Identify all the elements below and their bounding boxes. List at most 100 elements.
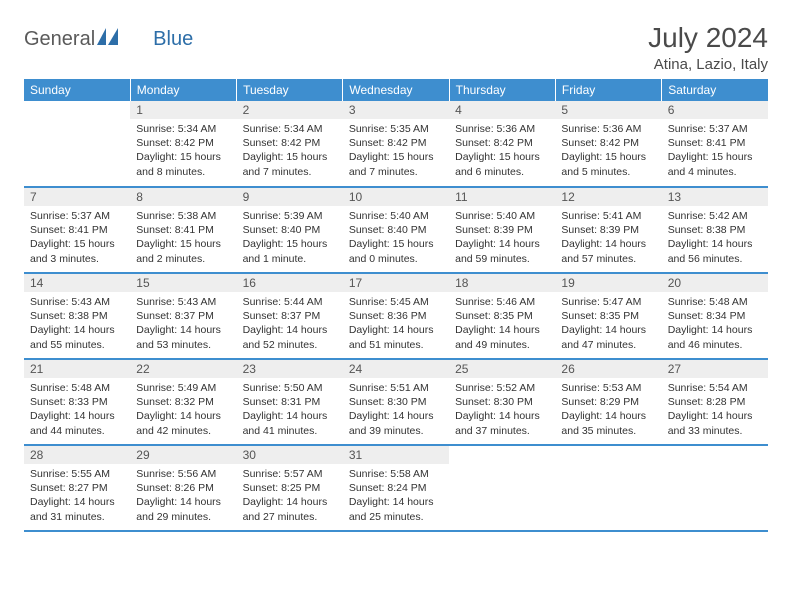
day-cell: 11Sunrise: 5:40 AMSunset: 8:39 PMDayligh… [449,187,555,273]
day-cell: 1Sunrise: 5:34 AMSunset: 8:42 PMDaylight… [130,101,236,187]
location-label: Atina, Lazio, Italy [648,56,768,73]
day-details: Sunrise: 5:52 AMSunset: 8:30 PMDaylight:… [449,378,555,442]
day-number: 24 [343,360,449,378]
calendar-head: SundayMondayTuesdayWednesdayThursdayFrid… [24,79,768,101]
weekday-header: Sunday [24,79,130,101]
weekday-header: Friday [555,79,661,101]
brand-logo: General Blue [24,28,193,51]
logo-sail-icon [97,28,119,51]
day-number: 25 [449,360,555,378]
day-number: 30 [237,446,343,464]
day-cell: 28Sunrise: 5:55 AMSunset: 8:27 PMDayligh… [24,445,130,531]
day-number: 20 [662,274,768,292]
day-details: Sunrise: 5:35 AMSunset: 8:42 PMDaylight:… [343,119,449,183]
calendar-row: 1Sunrise: 5:34 AMSunset: 8:42 PMDaylight… [24,101,768,187]
day-cell: 12Sunrise: 5:41 AMSunset: 8:39 PMDayligh… [555,187,661,273]
day-number: 18 [449,274,555,292]
day-details: Sunrise: 5:36 AMSunset: 8:42 PMDaylight:… [555,119,661,183]
day-details: Sunrise: 5:40 AMSunset: 8:40 PMDaylight:… [343,206,449,270]
day-details: Sunrise: 5:53 AMSunset: 8:29 PMDaylight:… [555,378,661,442]
day-cell: 17Sunrise: 5:45 AMSunset: 8:36 PMDayligh… [343,273,449,359]
day-cell: 18Sunrise: 5:46 AMSunset: 8:35 PMDayligh… [449,273,555,359]
day-cell: 29Sunrise: 5:56 AMSunset: 8:26 PMDayligh… [130,445,236,531]
weekday-header: Saturday [662,79,768,101]
day-details: Sunrise: 5:37 AMSunset: 8:41 PMDaylight:… [662,119,768,183]
day-details: Sunrise: 5:54 AMSunset: 8:28 PMDaylight:… [662,378,768,442]
day-details: Sunrise: 5:56 AMSunset: 8:26 PMDaylight:… [130,464,236,528]
day-cell: 24Sunrise: 5:51 AMSunset: 8:30 PMDayligh… [343,359,449,445]
day-cell: 6Sunrise: 5:37 AMSunset: 8:41 PMDaylight… [662,101,768,187]
day-number: 10 [343,188,449,206]
day-cell: 23Sunrise: 5:50 AMSunset: 8:31 PMDayligh… [237,359,343,445]
day-number: 3 [343,101,449,119]
empty-cell [662,445,768,531]
day-details: Sunrise: 5:55 AMSunset: 8:27 PMDaylight:… [24,464,130,528]
day-details: Sunrise: 5:47 AMSunset: 8:35 PMDaylight:… [555,292,661,356]
day-number: 27 [662,360,768,378]
weekday-header: Thursday [449,79,555,101]
day-cell: 19Sunrise: 5:47 AMSunset: 8:35 PMDayligh… [555,273,661,359]
day-number: 2 [237,101,343,119]
day-cell: 9Sunrise: 5:39 AMSunset: 8:40 PMDaylight… [237,187,343,273]
day-number: 21 [24,360,130,378]
day-number: 23 [237,360,343,378]
day-cell: 14Sunrise: 5:43 AMSunset: 8:38 PMDayligh… [24,273,130,359]
day-number: 8 [130,188,236,206]
empty-cell [24,101,130,187]
day-number: 15 [130,274,236,292]
day-details: Sunrise: 5:34 AMSunset: 8:42 PMDaylight:… [130,119,236,183]
day-details: Sunrise: 5:37 AMSunset: 8:41 PMDaylight:… [24,206,130,270]
page-header: General Blue July 2024 Atina, Lazio, Ita… [24,22,768,73]
day-number: 28 [24,446,130,464]
day-cell: 5Sunrise: 5:36 AMSunset: 8:42 PMDaylight… [555,101,661,187]
empty-cell [449,445,555,531]
day-details: Sunrise: 5:50 AMSunset: 8:31 PMDaylight:… [237,378,343,442]
day-cell: 30Sunrise: 5:57 AMSunset: 8:25 PMDayligh… [237,445,343,531]
day-details: Sunrise: 5:45 AMSunset: 8:36 PMDaylight:… [343,292,449,356]
day-details: Sunrise: 5:48 AMSunset: 8:34 PMDaylight:… [662,292,768,356]
day-cell: 13Sunrise: 5:42 AMSunset: 8:38 PMDayligh… [662,187,768,273]
day-details: Sunrise: 5:49 AMSunset: 8:32 PMDaylight:… [130,378,236,442]
day-number: 29 [130,446,236,464]
day-cell: 3Sunrise: 5:35 AMSunset: 8:42 PMDaylight… [343,101,449,187]
day-cell: 27Sunrise: 5:54 AMSunset: 8:28 PMDayligh… [662,359,768,445]
day-details: Sunrise: 5:36 AMSunset: 8:42 PMDaylight:… [449,119,555,183]
day-number: 14 [24,274,130,292]
day-number: 17 [343,274,449,292]
day-details: Sunrise: 5:43 AMSunset: 8:37 PMDaylight:… [130,292,236,356]
day-details: Sunrise: 5:41 AMSunset: 8:39 PMDaylight:… [555,206,661,270]
day-number: 4 [449,101,555,119]
day-number: 16 [237,274,343,292]
day-cell: 26Sunrise: 5:53 AMSunset: 8:29 PMDayligh… [555,359,661,445]
day-number: 12 [555,188,661,206]
day-details: Sunrise: 5:57 AMSunset: 8:25 PMDaylight:… [237,464,343,528]
weekday-header: Tuesday [237,79,343,101]
logo-word-1: General [24,28,95,51]
day-cell: 10Sunrise: 5:40 AMSunset: 8:40 PMDayligh… [343,187,449,273]
calendar-row: 21Sunrise: 5:48 AMSunset: 8:33 PMDayligh… [24,359,768,445]
day-number: 11 [449,188,555,206]
day-number: 13 [662,188,768,206]
logo-word-2: Blue [153,28,193,51]
weekday-header: Wednesday [343,79,449,101]
day-details: Sunrise: 5:44 AMSunset: 8:37 PMDaylight:… [237,292,343,356]
calendar-row: 28Sunrise: 5:55 AMSunset: 8:27 PMDayligh… [24,445,768,531]
day-cell: 31Sunrise: 5:58 AMSunset: 8:24 PMDayligh… [343,445,449,531]
calendar-body: 1Sunrise: 5:34 AMSunset: 8:42 PMDaylight… [24,101,768,531]
title-block: July 2024 Atina, Lazio, Italy [648,22,768,73]
month-title: July 2024 [648,22,768,54]
day-number: 31 [343,446,449,464]
day-details: Sunrise: 5:42 AMSunset: 8:38 PMDaylight:… [662,206,768,270]
day-cell: 4Sunrise: 5:36 AMSunset: 8:42 PMDaylight… [449,101,555,187]
day-cell: 2Sunrise: 5:34 AMSunset: 8:42 PMDaylight… [237,101,343,187]
day-details: Sunrise: 5:38 AMSunset: 8:41 PMDaylight:… [130,206,236,270]
day-details: Sunrise: 5:51 AMSunset: 8:30 PMDaylight:… [343,378,449,442]
day-cell: 21Sunrise: 5:48 AMSunset: 8:33 PMDayligh… [24,359,130,445]
day-cell: 15Sunrise: 5:43 AMSunset: 8:37 PMDayligh… [130,273,236,359]
day-details: Sunrise: 5:43 AMSunset: 8:38 PMDaylight:… [24,292,130,356]
day-details: Sunrise: 5:34 AMSunset: 8:42 PMDaylight:… [237,119,343,183]
day-number: 6 [662,101,768,119]
calendar-row: 14Sunrise: 5:43 AMSunset: 8:38 PMDayligh… [24,273,768,359]
day-cell: 20Sunrise: 5:48 AMSunset: 8:34 PMDayligh… [662,273,768,359]
day-details: Sunrise: 5:39 AMSunset: 8:40 PMDaylight:… [237,206,343,270]
